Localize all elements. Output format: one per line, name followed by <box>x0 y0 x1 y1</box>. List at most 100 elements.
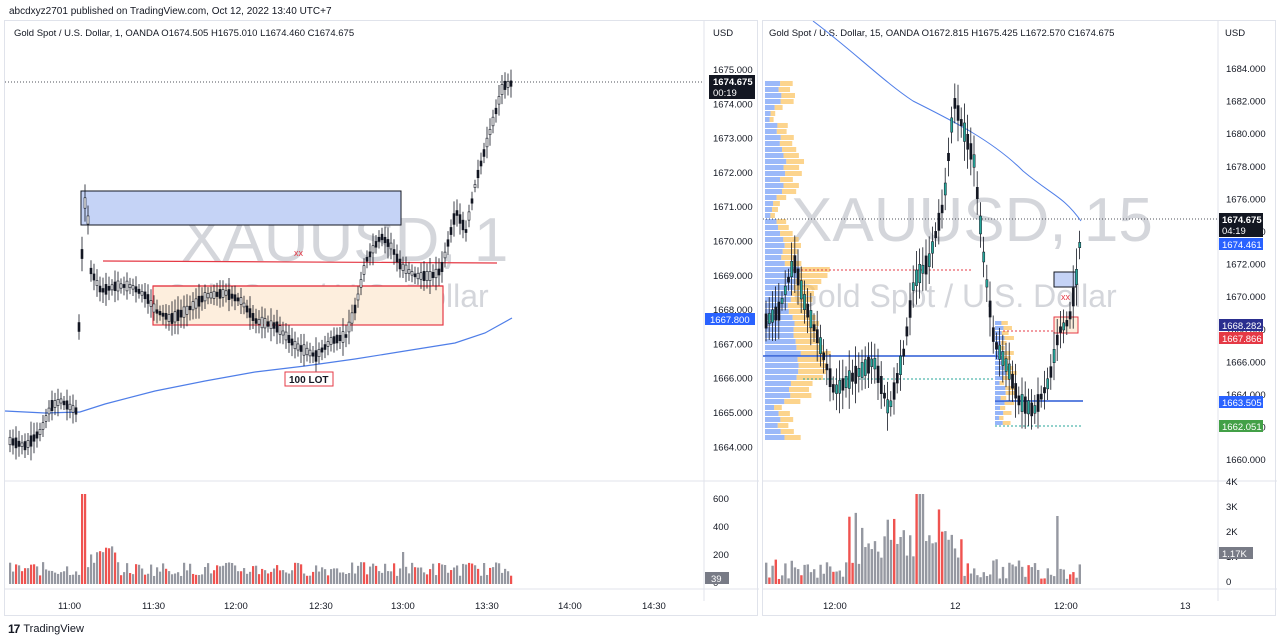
volume-profile-bar <box>793 327 818 332</box>
volume-profile-bar <box>789 387 810 392</box>
volume-profile-bar <box>765 399 785 404</box>
candle-body <box>838 380 842 394</box>
candle-body <box>305 347 309 356</box>
volume-bar <box>330 569 333 584</box>
volume-bar <box>468 562 471 584</box>
volume-bar <box>117 562 120 584</box>
candle-body <box>452 213 456 225</box>
volume-profile-bar <box>765 363 799 368</box>
candle-body <box>8 436 12 446</box>
candle-body <box>362 265 366 275</box>
candle-body <box>1071 287 1075 307</box>
candle-body <box>59 398 63 404</box>
chart-panel-15m[interactable]: Gold Spot / U.S. Dollar, 15, OANDA O1672… <box>762 20 1277 617</box>
candle-body <box>831 384 835 393</box>
volume-profile-bar <box>1002 421 1011 425</box>
candle-body <box>950 117 954 133</box>
volume-profile-bar <box>1001 331 1009 335</box>
candle-body <box>251 313 255 321</box>
footer-brand[interactable]: 17 TradingView <box>8 622 84 636</box>
volume-bar <box>279 570 282 584</box>
candle-body <box>1075 269 1078 285</box>
candle-body <box>886 399 890 414</box>
volume-bar <box>285 572 288 584</box>
candle-body <box>803 294 806 311</box>
volume-bar <box>75 571 78 584</box>
candle-body <box>787 276 790 283</box>
volume-bar <box>363 562 366 584</box>
volume-bar <box>1075 577 1078 584</box>
candle-body <box>356 293 360 301</box>
volume-profile-bar <box>765 327 794 332</box>
volume-bar <box>937 509 941 584</box>
volume-profile-bar <box>784 243 801 248</box>
currency-label: USD <box>713 28 734 39</box>
chart-canvas-right[interactable]: XAUUSD, 15 Gold Spot / U.S. Dollar xx 16… <box>763 21 1277 617</box>
candle-body <box>895 373 899 384</box>
volume-profile-bar <box>1005 391 1017 395</box>
candle-body <box>1023 396 1027 414</box>
volume-profile-bar <box>783 183 799 188</box>
volume-bar <box>899 537 902 584</box>
candle-body <box>377 236 381 242</box>
volume-bar <box>411 562 414 584</box>
volume-profile-bar <box>995 396 1001 400</box>
volume-profile-bar <box>995 416 1000 420</box>
ohlc-legend: Gold Spot / U.S. Dollar, 1, OANDA O1674.… <box>14 28 355 39</box>
chart-canvas-left[interactable]: XAUUSD, 1 Gold Spot / U.S. Dollar xx 100… <box>5 21 759 617</box>
candle-body <box>47 407 51 415</box>
volume-bar <box>204 567 207 584</box>
volume-profile-bar <box>765 411 779 416</box>
candle-body <box>947 152 950 162</box>
volume-profile-bar <box>781 255 795 260</box>
candle-body <box>809 310 813 329</box>
volume-bar <box>909 535 912 584</box>
chart-panel-1m[interactable]: Gold Spot / U.S. Dollar, 1, OANDA O1674.… <box>4 20 759 617</box>
volume-profile-bar <box>778 87 791 92</box>
volume-bar <box>36 566 39 584</box>
volume-bar <box>93 562 96 584</box>
volume-bar <box>96 552 99 584</box>
candle-body <box>413 273 417 278</box>
volume-badge <box>705 572 729 584</box>
volume-bar <box>495 562 498 584</box>
volume-profile-bar <box>765 249 783 254</box>
volume-profile-bar <box>765 171 786 176</box>
candle-body <box>329 337 333 345</box>
volume-bar <box>354 573 357 584</box>
volume-profile-bar <box>999 416 1004 420</box>
volume-profile-bar <box>765 387 790 392</box>
volume-bar <box>447 572 450 584</box>
candle-body <box>278 325 282 335</box>
candle-body <box>80 249 84 259</box>
volume-bar <box>1027 565 1030 584</box>
volume-bar <box>414 567 417 584</box>
volume-bar <box>1046 568 1049 584</box>
candle-body <box>122 284 126 288</box>
volume-profile-bar <box>765 189 782 194</box>
candle-body <box>50 399 54 412</box>
volume-value: 1.17K <box>1222 549 1247 560</box>
volume-bar <box>66 566 69 584</box>
candle-body <box>767 313 771 324</box>
volume-bar <box>985 576 989 584</box>
volume-bar <box>366 574 369 584</box>
volume-bar <box>793 567 797 584</box>
annotation-xx: xx <box>1061 292 1071 302</box>
volume-profile-bar <box>765 303 788 308</box>
red-level-value: 1668.282 <box>1222 321 1262 332</box>
volume-profile-bar <box>765 81 781 86</box>
volume-bar <box>492 567 495 584</box>
volume-bar <box>803 564 806 584</box>
axis-tick-label: 1665.000 <box>713 408 753 419</box>
volume-bar <box>784 563 787 584</box>
volume-bar <box>1072 572 1075 584</box>
candle-body <box>461 219 465 231</box>
candle-body <box>1078 242 1082 248</box>
candle-body <box>113 281 117 291</box>
candle-body <box>790 260 794 278</box>
volume-profile-bar <box>765 117 770 122</box>
axis-tick-label: 200 <box>713 550 729 561</box>
volume-bar <box>408 573 411 584</box>
candle-body <box>915 269 918 286</box>
